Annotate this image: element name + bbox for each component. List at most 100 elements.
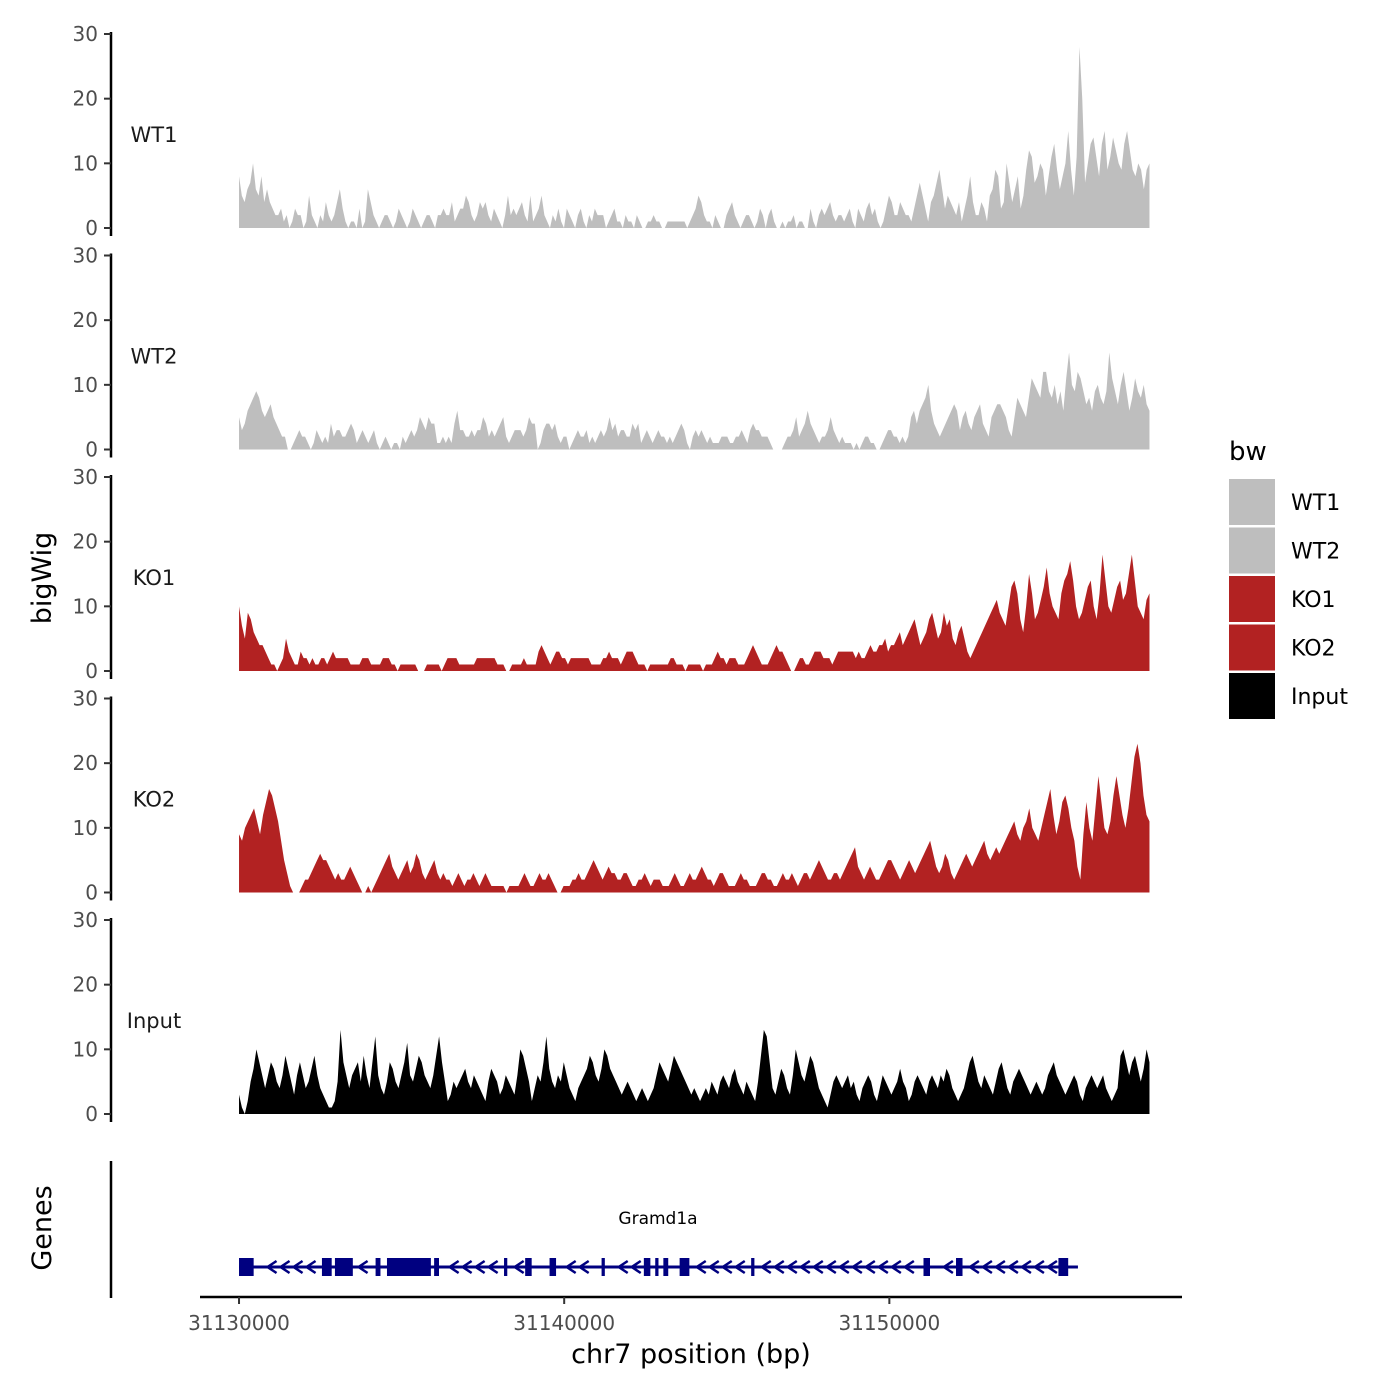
y-tick-label: 10 [73,151,98,175]
track-label-wt2: WT2 [131,345,178,369]
y-tick-label: 20 [73,751,98,775]
legend-label-input: Input [1291,685,1348,710]
y-tick-label: 30 [73,465,98,489]
strand-arrow [902,1259,915,1275]
legend-key-ko2 [1229,624,1275,671]
gene-exon [643,1258,651,1276]
coverage-area-ko2 [239,743,1150,893]
coverage-area-wt2 [239,352,1150,450]
strand-arrow [694,1259,707,1275]
legend: bw WT1 WT2 KO1 KO2 Input [1229,437,1348,719]
gene-exon [1058,1258,1069,1276]
genes-axis-title: Genes [27,1185,58,1270]
strand-arrow [460,1259,473,1275]
legend-title: bw [1229,437,1267,467]
legend-label-wt1: WT1 [1291,491,1340,516]
strand-arrow [265,1259,278,1275]
track-wt2: 0 10 20 30 WT2 [73,244,1150,462]
x-axis-title: chr7 position (bp) [571,1339,811,1370]
legend-key-ko1 [1229,576,1275,622]
track-ko1: 0 10 20 30 KO1 [73,465,1150,683]
gene-exon [375,1258,381,1276]
strand-arrow [447,1259,460,1275]
gene-exon [239,1258,254,1276]
gene-label: Gramd1a [618,1209,697,1229]
strand-arrow [512,1259,525,1275]
strand-arrow [941,1259,954,1275]
gene-exon [663,1258,669,1276]
strand-arrow [993,1259,1006,1275]
strand-arrow [278,1259,291,1275]
gene-exon [334,1258,353,1276]
strand-arrow [889,1259,902,1275]
x-tick-label: 31140000 [513,1311,615,1335]
y-tick-label: 10 [73,594,98,618]
gene-exon [434,1258,439,1276]
track-input: 0 10 20 30 Input [73,908,1150,1126]
gene-exon [386,1258,431,1276]
coverage-area-input [239,1029,1150,1114]
legend-key-wt1 [1229,479,1275,525]
track-label-wt1: WT1 [131,123,178,147]
y-tick-label: 30 [73,687,98,711]
strand-arrow [356,1259,369,1275]
y-tick-label: 20 [73,973,98,997]
y-tick-label: 20 [73,308,98,332]
track-ko2: 0 10 20 30 KO2 [73,687,1150,905]
y-tick-label: 0 [85,216,98,240]
track-label-ko1: KO1 [133,566,176,590]
strand-arrow [707,1259,720,1275]
y-tick-label: 0 [85,438,98,462]
y-tick-label: 10 [73,1037,98,1061]
y-tick-label: 30 [73,244,98,268]
strand-arrow [486,1259,499,1275]
y-tick-label: 30 [73,22,98,46]
strand-arrow [720,1259,733,1275]
track-label-ko2: KO2 [133,788,176,812]
coverage-area-ko1 [239,554,1150,671]
strand-arrow [980,1259,993,1275]
strand-arrow [863,1259,876,1275]
x-tick-label: 31150000 [838,1311,940,1335]
y-tick-label: 0 [85,881,98,905]
y-axis-title: bigWig [27,532,58,625]
strand-arrow [785,1259,798,1275]
coverage-area-wt1 [239,46,1150,229]
y-tick-label: 0 [85,659,98,683]
strand-arrow [1006,1259,1019,1275]
gene-exon [679,1258,690,1276]
legend-label-ko2: KO2 [1291,637,1336,662]
strand-arrow [759,1259,772,1275]
strand-arrow [304,1259,317,1275]
y-tick-label: 20 [73,87,98,111]
legend-label-wt2: WT2 [1291,540,1340,565]
legend-label-ko1: KO1 [1291,588,1336,613]
y-tick-label: 10 [73,816,98,840]
x-tick-label: 31130000 [188,1311,290,1335]
bigwig-tracks: 0 10 20 30 WT1 0 10 20 30 WT2 0 10 20 30 KO1 0 10 20 30 KO2… [73,22,1150,1126]
strand-arrow [837,1259,850,1275]
track-label-input: Input [127,1009,181,1033]
strand-arrow [616,1259,629,1275]
strand-arrow [811,1259,824,1275]
strand-arrow [629,1259,642,1275]
gene-exon [549,1258,557,1276]
track-wt1: 0 10 20 30 WT1 [73,22,1150,240]
gene-exon [751,1258,755,1276]
y-tick-label: 10 [73,373,98,397]
gene-exon [504,1258,508,1276]
strand-arrow [798,1259,811,1275]
strand-arrow [564,1259,577,1275]
gene-exon [321,1258,332,1276]
strand-arrow [850,1259,863,1275]
legend-key-wt2 [1229,527,1275,574]
gene-exon [923,1258,930,1276]
gene-track-panel: Genes Gramd1a [27,1161,1078,1298]
strand-arrow [1019,1259,1032,1275]
strand-arrow [733,1259,746,1275]
strand-arrow [967,1259,980,1275]
strand-arrow [577,1259,590,1275]
strand-arrow [473,1259,486,1275]
legend-key-input [1229,673,1275,719]
